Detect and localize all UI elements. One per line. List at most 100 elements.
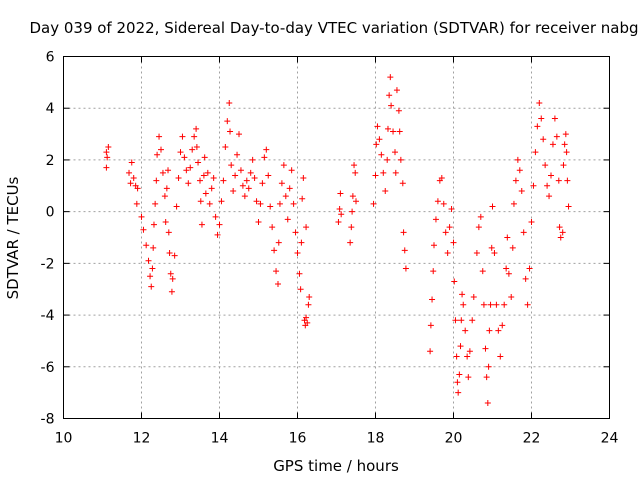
data-point	[338, 211, 345, 218]
data-point	[561, 141, 568, 148]
data-point	[458, 317, 465, 324]
data-point	[156, 133, 163, 140]
data-point	[483, 374, 490, 381]
data-point	[227, 128, 234, 135]
data-point	[296, 270, 303, 277]
data-point	[143, 242, 150, 249]
data-point	[278, 180, 285, 187]
data-point	[166, 250, 173, 257]
data-point	[378, 151, 385, 158]
y-tick-label: -2	[41, 256, 55, 272]
data-point	[255, 218, 262, 225]
y-tick-label: 2	[46, 153, 55, 169]
data-point	[103, 149, 110, 156]
data-point	[488, 244, 495, 251]
data-point	[347, 239, 354, 246]
data-point	[159, 169, 166, 176]
data-point	[499, 322, 506, 329]
data-point	[267, 203, 274, 210]
data-point	[189, 146, 196, 153]
data-point	[384, 156, 391, 163]
data-point	[397, 156, 404, 163]
x-tick-label: 12	[133, 431, 151, 447]
data-point	[202, 190, 209, 197]
data-point	[145, 257, 152, 264]
data-point	[512, 177, 519, 184]
data-point	[226, 100, 233, 107]
data-point	[150, 221, 157, 228]
data-point	[303, 314, 310, 321]
data-point	[555, 177, 562, 184]
data-point	[303, 224, 310, 231]
data-point	[493, 301, 500, 308]
data-point	[556, 224, 563, 231]
data-point	[273, 268, 280, 275]
data-point	[138, 213, 145, 220]
data-point	[154, 151, 161, 158]
data-point	[103, 164, 110, 171]
data-point	[504, 234, 511, 241]
data-point	[167, 270, 174, 277]
data-point	[538, 115, 545, 122]
data-point	[165, 229, 172, 236]
data-point	[304, 319, 311, 326]
data-point	[438, 175, 445, 182]
x-tick-label: 18	[367, 431, 385, 447]
data-point	[532, 149, 539, 156]
data-point	[388, 102, 395, 109]
data-point	[542, 162, 549, 169]
data-point	[487, 301, 494, 308]
data-point	[390, 128, 397, 135]
data-point	[306, 293, 313, 300]
data-point	[465, 374, 472, 381]
data-point	[169, 275, 176, 282]
data-point	[373, 141, 380, 148]
data-point	[386, 92, 393, 99]
data-point	[480, 301, 487, 308]
data-point	[551, 115, 558, 122]
data-point	[557, 234, 564, 241]
data-point	[228, 162, 235, 169]
data-point	[442, 229, 449, 236]
data-point	[400, 229, 407, 236]
data-point	[448, 206, 455, 213]
data-point	[491, 250, 498, 257]
data-point	[275, 281, 281, 288]
data-point	[149, 265, 156, 272]
data-point	[518, 187, 525, 194]
data-point	[210, 175, 217, 182]
data-point	[454, 379, 461, 386]
x-tick-label: 20	[445, 431, 463, 447]
data-point	[402, 265, 409, 272]
data-point	[562, 131, 569, 138]
data-point	[261, 154, 268, 161]
data-point	[393, 87, 400, 94]
data-point	[553, 133, 560, 140]
data-point	[175, 175, 182, 182]
data-point	[401, 247, 408, 254]
plot-frame	[63, 56, 610, 419]
data-point	[177, 149, 184, 156]
data-point	[452, 317, 459, 324]
data-point	[282, 193, 289, 200]
data-point	[565, 203, 572, 210]
data-point	[453, 353, 460, 360]
data-point	[544, 182, 551, 189]
data-point	[168, 288, 175, 295]
data-point	[247, 169, 254, 176]
data-point	[351, 162, 358, 169]
data-point	[540, 136, 547, 143]
data-point	[271, 247, 278, 254]
data-point	[148, 283, 155, 290]
data-point	[130, 175, 137, 182]
data-point	[485, 363, 492, 370]
data-point	[548, 172, 554, 179]
data-point	[239, 182, 246, 189]
data-point	[564, 177, 571, 184]
data-point	[522, 275, 529, 282]
data-point	[165, 167, 172, 174]
data-point	[534, 123, 541, 130]
data-point	[526, 265, 533, 272]
data-point	[469, 317, 476, 324]
